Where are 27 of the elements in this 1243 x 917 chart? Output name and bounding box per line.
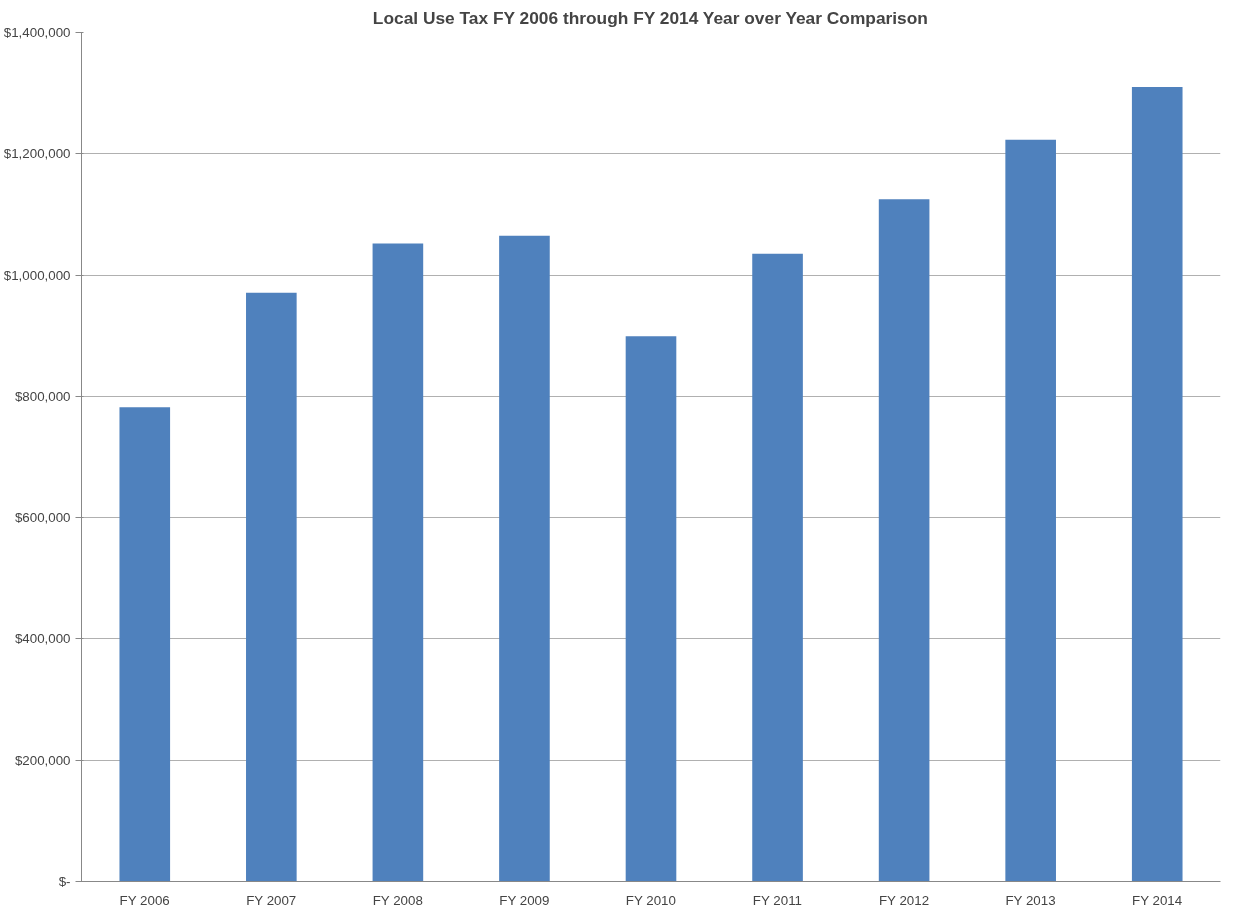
y-tick-label: $200,000 xyxy=(14,752,71,768)
bar xyxy=(1005,139,1056,882)
bar xyxy=(752,253,803,882)
x-tick-label: FY 2008 xyxy=(372,892,423,908)
chart-title: Local Use Tax FY 2006 through FY 2014 Year over Year Comparison xyxy=(372,7,928,28)
y-tick-label: $1,200,000 xyxy=(3,146,71,162)
y-tick-label: $800,000 xyxy=(14,388,71,404)
bar xyxy=(1131,87,1183,882)
bar xyxy=(625,336,677,882)
x-tick-label: FY 2013 xyxy=(1005,892,1056,908)
x-tick-label: FY 2010 xyxy=(625,892,676,908)
x-tick-label: FY 2009 xyxy=(499,892,550,908)
bar xyxy=(499,235,550,882)
y-tick-label: $600,000 xyxy=(14,510,71,526)
bar xyxy=(372,243,424,882)
x-tick-label: FY 2007 xyxy=(246,892,297,908)
y-tick-label: $400,000 xyxy=(14,631,71,647)
x-tick-label: FY 2011 xyxy=(752,892,803,908)
x-tick-label: FY 2006 xyxy=(119,892,170,908)
bar xyxy=(119,407,171,882)
x-tick-label: FY 2012 xyxy=(878,892,930,908)
bar xyxy=(246,292,297,882)
bar xyxy=(878,199,930,882)
x-tick-label: FY 2014 xyxy=(1132,892,1183,908)
y-tick-label: $1,400,000 xyxy=(3,25,71,40)
y-tick-label: $- xyxy=(58,874,71,889)
y-tick-label: $1,000,000 xyxy=(3,267,71,283)
